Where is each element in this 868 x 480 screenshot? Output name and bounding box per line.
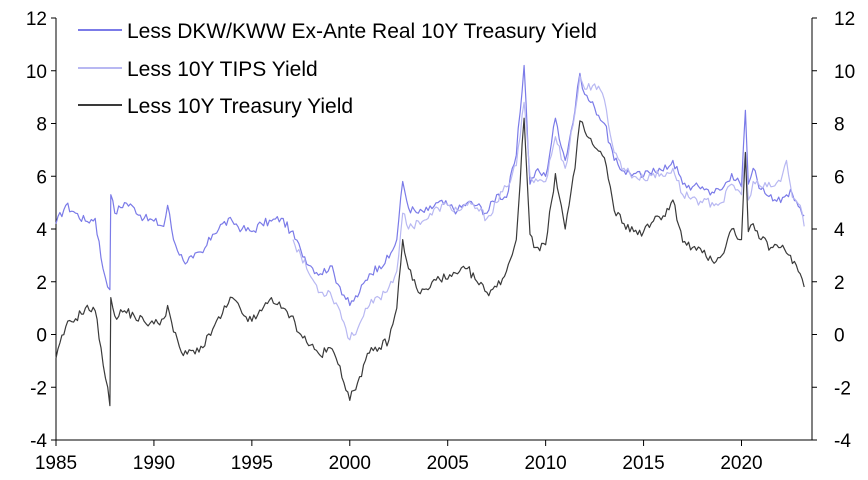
legend: Less DKW/KWW Ex-Ante Real 10Y Treasury Y… [78, 20, 597, 118]
series-line-3 [55, 117, 805, 407]
y-tick-label-right: -4 [834, 431, 851, 452]
x-ticks: 1985 1990 1995 2000 2005 2010 2015 2020 [35, 440, 763, 474]
x-tick-label: 2020 [720, 453, 762, 474]
y-tick-label-left: 0 [36, 326, 47, 347]
y-tick-label-left: -4 [30, 431, 47, 452]
y-tick-label-left: 6 [36, 167, 47, 188]
x-tick-label: 2010 [524, 453, 566, 474]
y-tick-label-right: 2 [834, 273, 845, 294]
plot-area: 12 10 8 6 4 2 0 -2 -4 12 10 8 6 4 2 0 -2 -4 1985 1990 1995 2… [26, 9, 855, 474]
y-tick-label-right: 8 [834, 115, 845, 136]
series-line-1 [55, 64, 805, 307]
x-tick-label: 1990 [133, 453, 175, 474]
x-tick-label: 2015 [622, 453, 664, 474]
x-tick-label: 2005 [427, 453, 469, 474]
y-tick-label-right: -2 [834, 378, 851, 399]
x-tick-label: 1995 [231, 453, 273, 474]
y-tick-label-right: 10 [834, 62, 855, 83]
y-tick-label-left: 2 [36, 273, 47, 294]
y-tick-label-left: 10 [26, 62, 47, 83]
series-lines [55, 64, 805, 407]
y-tick-label-left: -2 [30, 378, 47, 399]
series-line-2 [292, 75, 805, 341]
y-tick-label-left: 8 [36, 115, 47, 136]
y-tick-label-right: 6 [834, 167, 845, 188]
y-tick-label-right: 0 [834, 326, 845, 347]
y-tick-label-left: 4 [36, 220, 47, 241]
legend-label-2: Less 10Y TIPS Yield [127, 58, 318, 81]
y-tick-label-right: 12 [834, 9, 855, 30]
y-tick-label-right: 4 [834, 220, 845, 241]
y-ticks: 12 10 8 6 4 2 0 -2 -4 12 10 8 6 4 2 0 -2 -4 [26, 9, 855, 452]
legend-label-3: Less 10Y Treasury Yield [127, 95, 353, 118]
x-tick-label: 2000 [329, 453, 371, 474]
legend-label-1: Less DKW/KWW Ex-Ante Real 10Y Treasury Y… [127, 20, 597, 43]
x-tick-label: 1985 [35, 453, 77, 474]
y-tick-label-left: 12 [26, 9, 47, 30]
